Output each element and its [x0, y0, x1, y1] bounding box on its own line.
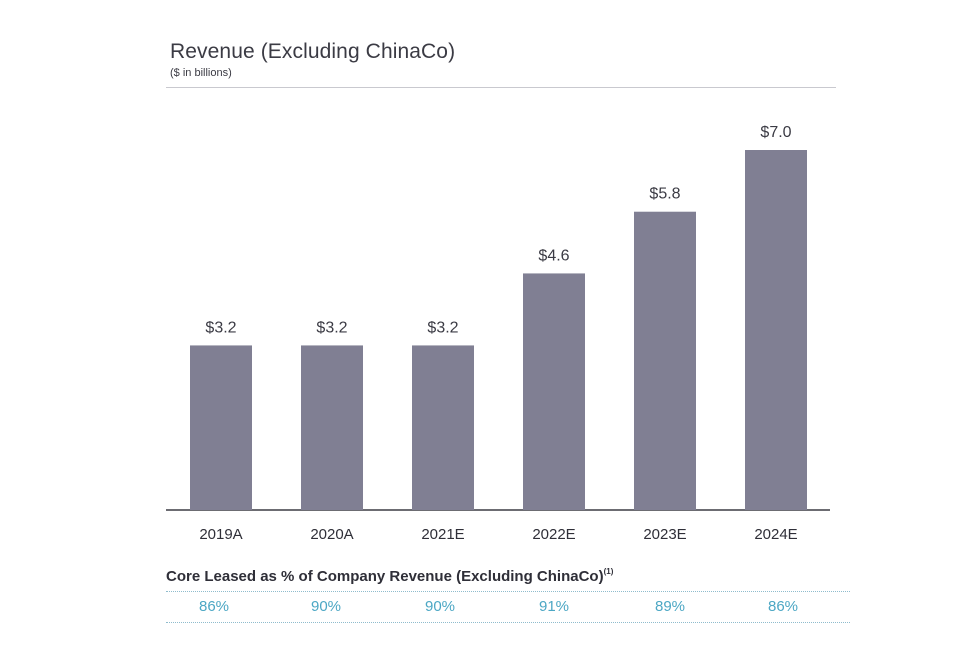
- core-leased-pct-2022E: 91%: [538, 598, 570, 615]
- dotted-divider-bottom: [166, 622, 850, 623]
- core-leased-pct-2019A: 86%: [198, 598, 230, 615]
- footnote-marker: (1): [603, 567, 614, 576]
- core-leased-pct-2020A: 90%: [310, 598, 342, 615]
- title-divider: [166, 87, 836, 88]
- value-label-2021E: $3.2: [427, 319, 458, 336]
- x-tick-label-2024E: 2024E: [754, 526, 797, 543]
- dotted-divider-top: [166, 591, 850, 592]
- core-leased-pct-2023E: 89%: [654, 598, 686, 615]
- chart-title: Revenue (Excluding ChinaCo): [170, 40, 456, 63]
- x-tick-label-2021E: 2021E: [421, 526, 464, 543]
- core-leased-row: 86% 90% 90% 91% 89% 86%: [0, 598, 960, 620]
- bar-2021E: [412, 345, 474, 510]
- x-tick-label-2019A: 2019A: [199, 526, 242, 543]
- value-label-2022E: $4.6: [538, 247, 569, 264]
- x-tick-label-2023E: 2023E: [643, 526, 686, 543]
- value-label-2024E: $7.0: [760, 124, 791, 141]
- core-leased-title: Core Leased as % of Company Revenue (Exc…: [166, 567, 613, 585]
- value-label-2020A: $3.2: [316, 319, 347, 336]
- core-leased-title-text: Core Leased as % of Company Revenue (Exc…: [166, 568, 604, 585]
- core-leased-pct-2021E: 90%: [424, 598, 456, 615]
- bar-2024E: [745, 150, 807, 510]
- value-label-2019A: $3.2: [205, 319, 236, 336]
- x-tick-label-2020A: 2020A: [310, 526, 353, 543]
- core-leased-pct-2024E: 86%: [767, 598, 799, 615]
- bar-2022E: [523, 273, 585, 510]
- value-label-2023E: $5.8: [649, 186, 680, 203]
- bar-2023E: [634, 211, 696, 510]
- x-tick-label-2022E: 2022E: [532, 526, 575, 543]
- bar-2020A: [301, 345, 363, 510]
- bar-2019A: [190, 345, 252, 510]
- chart-subtitle: ($ in billions): [170, 67, 232, 79]
